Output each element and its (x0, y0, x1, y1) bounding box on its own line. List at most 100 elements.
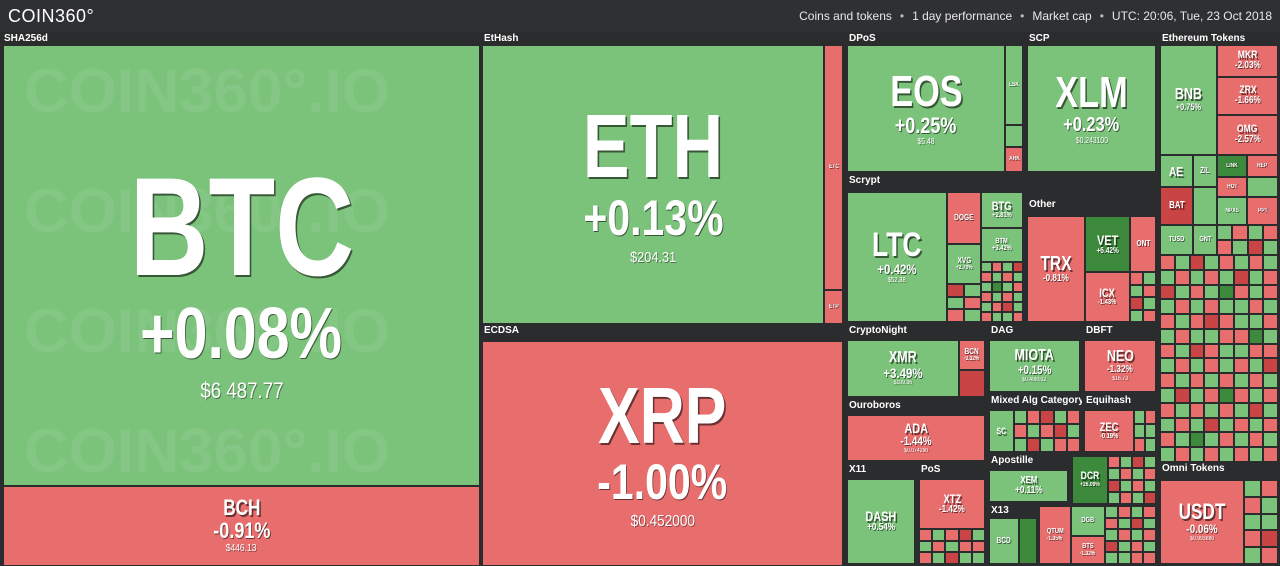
coin-symbol: XMR (889, 348, 917, 366)
coin-tile-xlm[interactable]: XLM +0.23% $0.243100 (1027, 45, 1156, 172)
coin-change: -1.66% (1234, 95, 1261, 107)
coin-tile-cryptonight-small[interactable] (959, 370, 985, 397)
coin-symbol: REP (1257, 162, 1268, 169)
coin-tile-ltc[interactable]: LTC +0.42% $52.38 (847, 192, 947, 322)
coin-tile-bat[interactable]: BAT (1160, 187, 1193, 225)
coin-change: +0.25% (895, 113, 957, 139)
group-label: DPoS (849, 33, 876, 44)
coin-change: -1.42% (939, 503, 965, 515)
coin-tile-dcr[interactable]: DCR +26.09% (1072, 456, 1108, 504)
group-pos: PoS XTZ -1.42% (917, 463, 987, 566)
coin-change: -2.57% (1234, 134, 1261, 146)
coin-tile-npxs[interactable]: NPXS (1217, 197, 1247, 225)
coin-tile-bcd[interactable]: BCD (989, 518, 1019, 564)
coin-symbol: HOT (1226, 183, 1238, 190)
coin-tile-bts[interactable]: BTS -1.32% (1071, 536, 1105, 564)
separator-dot: • (899, 9, 905, 23)
coin-change: +0.23% (1063, 114, 1120, 137)
coin-tile-xmr[interactable]: XMR +3.49% $109.36 (847, 340, 959, 397)
coin-tile-link[interactable]: LINK (1217, 155, 1247, 177)
coin-tile-eth-token-small[interactable] (1193, 187, 1217, 225)
coin-tile-zil[interactable]: ZIL (1193, 155, 1217, 187)
coin-change: +0.13% (582, 190, 724, 247)
coin-tile-lsk[interactable]: LSK (1005, 45, 1023, 125)
filter-size-by[interactable]: Market cap (1032, 9, 1092, 23)
filter-period[interactable]: 1 day performance (912, 9, 1013, 23)
coin-tile-btm[interactable]: BTM +3.42% (981, 228, 1023, 262)
coin-symbol: BTC (129, 147, 354, 305)
coin-tile-miota[interactable]: MIOTA +0.15% $0.498032 (989, 340, 1080, 392)
coin-symbol: EOS (889, 67, 963, 117)
coin-tile-zec[interactable]: ZEC -0.19% (1084, 410, 1134, 452)
coin-tile-sc[interactable]: SC (989, 410, 1014, 452)
coin-tile-vet[interactable]: VET +6.42% (1085, 216, 1130, 272)
coin-mosaic (947, 284, 981, 322)
coin-mosaic (1130, 272, 1156, 322)
coin-tile-omg[interactable]: OMG -2.57% (1217, 115, 1278, 155)
coin-tile-ae[interactable]: AE (1160, 155, 1193, 187)
coin360-logo[interactable]: COIN360° (8, 6, 95, 26)
coin-tile-ada[interactable]: ADA -1.44% $0.074290 (847, 415, 985, 461)
group-label: Mixed Alg Category (991, 395, 1084, 406)
utc-time: UTC: 20:06, Tue, 23 Oct 2018 (1111, 9, 1272, 23)
group-label: DAG (991, 325, 1014, 336)
coin-price: $109.36 (893, 380, 913, 387)
coin-tile-eth[interactable]: ETH +0.13% $204.31 (482, 45, 824, 324)
watermark: COIN360°.IO (24, 57, 390, 126)
coin-tile-xem[interactable]: XEM +0.11% (989, 470, 1068, 502)
coin-tile-hot[interactable]: HOT (1217, 177, 1247, 197)
coin-tile-xtz[interactable]: XTZ -1.42% (919, 479, 985, 529)
coin-tile-ppt[interactable]: PPT (1247, 197, 1278, 225)
coin-price: $16.73 (1112, 375, 1128, 382)
coin-change: -1.00% (597, 453, 728, 510)
coin-tile-mkr[interactable]: MKR -2.03% (1217, 45, 1278, 77)
coin-tile-bcn[interactable]: BCN -3.32% (959, 340, 985, 370)
coin-tile-rep[interactable]: REP (1247, 155, 1278, 177)
coin-tile-doge[interactable]: DOGE (947, 192, 981, 244)
group-ecdsa: ECDSA XRP -1.00% $0.452000 (480, 324, 845, 566)
coin-tile-x13-small[interactable] (1019, 518, 1037, 564)
coin-tile-bch[interactable]: BCH -0.91% $446.13 (3, 486, 480, 566)
filter-coins-tokens[interactable]: Coins and tokens (799, 9, 892, 23)
coin-tile-bnb[interactable]: BNB +0.75% (1160, 45, 1217, 155)
coin-tile-trx[interactable]: TRX -0.81% (1027, 216, 1085, 322)
group-ethash: EtHash ETH +0.13% $204.31 ETC ETP (480, 32, 845, 324)
coin-tile-etc[interactable]: ETC (824, 45, 843, 290)
group-label: SCP (1029, 33, 1050, 44)
group-label: Ethereum Tokens (1162, 33, 1246, 44)
coin-tile-gnt[interactable]: GNT (1193, 225, 1217, 255)
coin-tile-tusd[interactable]: TUSD (1160, 225, 1193, 255)
coin-tile-eth-token-small[interactable] (1247, 177, 1278, 197)
coin-tile-ont[interactable]: ONT (1130, 216, 1156, 272)
coin-price: $204.31 (629, 248, 677, 266)
coin-change: +0.11% (1014, 484, 1043, 496)
coin-symbol: ZRX (1238, 84, 1257, 97)
coin-tile-usdt[interactable]: USDT -0.06% $0.993880 (1160, 480, 1244, 564)
coin-tile-dgb[interactable]: DGB (1071, 506, 1105, 536)
coin-symbol: BCH (222, 495, 261, 521)
coin-tile-icx[interactable]: ICX -1.43% (1085, 272, 1130, 322)
coin-symbol: TRX (1040, 252, 1072, 275)
coin-tile-ark[interactable]: ARK (1005, 147, 1023, 172)
coin-change: +0.08% (140, 293, 343, 374)
coin-symbol: XVG (957, 255, 971, 265)
coin-change: +3.49% (883, 364, 923, 381)
coin-tile-btc[interactable]: COIN360°.IO COIN360°.IO COIN360°.IO COIN… (3, 45, 480, 486)
coin-tile-dash[interactable]: DASH +0.54% (847, 479, 915, 564)
coin-symbol: SC (996, 425, 1007, 436)
coin-tile-zrx[interactable]: ZRX -1.66% (1217, 77, 1278, 115)
coin-tile-neo[interactable]: NEO -1.32% $16.73 (1084, 340, 1156, 392)
coin-symbol: ONT (1136, 238, 1150, 248)
coin-tile-dpos-small[interactable] (1005, 125, 1023, 147)
coin-change: -0.19% (1099, 433, 1119, 441)
coin-tile-eos[interactable]: EOS +0.25% $5.48 (847, 45, 1005, 172)
coin-tile-xrp[interactable]: XRP -1.00% $0.452000 (482, 341, 843, 566)
coin-tile-xvg[interactable]: XVG +2.70% (947, 244, 981, 284)
separator-dot: • (1099, 9, 1104, 23)
coin-tile-qtum[interactable]: QTUM -1.35% (1039, 506, 1071, 564)
coin-symbol: ZEC (1099, 420, 1119, 435)
coin-tile-etp[interactable]: ETP (824, 290, 843, 324)
coin-change: +0.42% (877, 261, 917, 278)
coin-mosaic (1105, 506, 1156, 564)
coin-tile-btg[interactable]: BTG +2.81% (981, 192, 1023, 228)
